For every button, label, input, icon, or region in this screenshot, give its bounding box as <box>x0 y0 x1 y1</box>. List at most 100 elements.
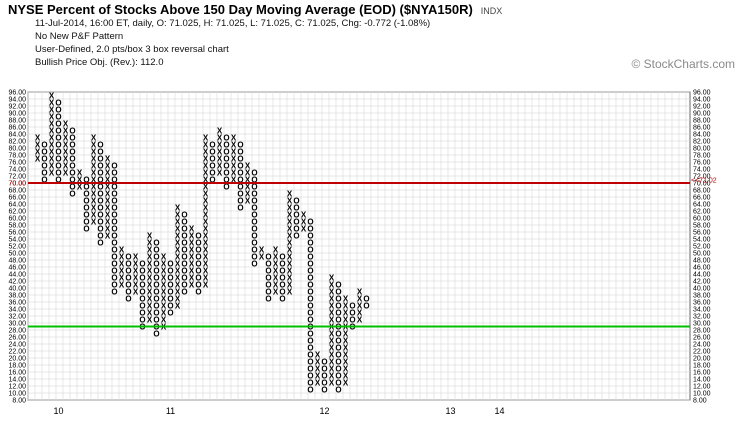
o-box: O <box>321 371 327 380</box>
o-box: O <box>139 266 145 275</box>
o-box: O <box>83 210 89 219</box>
chart-header: NYSE Percent of Stocks Above 150 Day Mov… <box>8 2 568 69</box>
y-tick-label-right: 62.00 <box>693 209 711 216</box>
o-box: O <box>223 140 229 149</box>
o-box: O <box>251 203 257 212</box>
y-tick-label-right: 74.00 <box>693 167 711 174</box>
x-box: X <box>287 259 293 268</box>
o-box: O <box>321 357 327 366</box>
y-tick-label-left: 46.00 <box>8 265 26 272</box>
o-box: O <box>153 259 159 268</box>
x-box: X <box>343 357 349 366</box>
o-box: O <box>307 294 313 303</box>
x-box: X <box>315 364 321 373</box>
x-box: X <box>49 105 55 114</box>
o-box: O <box>153 245 159 254</box>
y-tick-label-left: 52.00 <box>8 244 26 251</box>
x-box: X <box>287 203 293 212</box>
y-tick-label-right: 82.00 <box>693 139 711 146</box>
o-box: O <box>181 273 187 282</box>
x-box: X <box>49 98 55 107</box>
y-tick-label-left: 34.00 <box>8 307 26 314</box>
o-box: O <box>279 252 285 261</box>
y-tick-label-left: 14.00 <box>8 377 26 384</box>
x-box: X <box>63 119 69 128</box>
o-box: O <box>181 266 187 275</box>
x-box: X <box>245 182 251 191</box>
o-box: O <box>251 175 257 184</box>
o-box: O <box>111 182 117 191</box>
x-box: X <box>203 238 209 247</box>
x-box: X <box>329 364 335 373</box>
x-box: X <box>273 252 279 261</box>
o-box: O <box>307 301 313 310</box>
o-box: O <box>349 315 355 324</box>
o-box: O <box>251 196 257 205</box>
x-box: X <box>119 259 125 268</box>
y-tick-label-right: 34.00 <box>693 307 711 314</box>
o-box: O <box>237 140 243 149</box>
current-value-label: <<71.02 <box>691 178 717 185</box>
o-box: O <box>293 196 299 205</box>
x-box: X <box>105 182 111 191</box>
x-box: X <box>203 196 209 205</box>
o-box: O <box>251 168 257 177</box>
x-box: X <box>91 196 97 205</box>
y-tick-label-left: 86.00 <box>8 125 26 132</box>
x-box: X <box>147 238 153 247</box>
o-box: O <box>237 147 243 156</box>
y-tick-label-left: 26.00 <box>8 335 26 342</box>
y-tick-label-left: 70.00 <box>8 181 26 188</box>
x-box: X <box>91 203 97 212</box>
y-tick-label-left: 18.00 <box>8 363 26 370</box>
o-box: O <box>41 168 47 177</box>
y-tick-label-right: 46.00 <box>693 265 711 272</box>
o-box: O <box>195 252 201 261</box>
o-box: O <box>363 301 369 310</box>
x-box: X <box>147 231 153 240</box>
o-box: O <box>153 315 159 324</box>
o-box: O <box>55 140 61 149</box>
x-box: X <box>133 252 139 261</box>
x-box: X <box>203 217 209 226</box>
o-box: O <box>111 280 117 289</box>
y-tick-label-right: 38.00 <box>693 293 711 300</box>
x-box: X <box>175 301 181 310</box>
y-tick-label-right: 66.00 <box>693 195 711 202</box>
o-box: O <box>97 210 103 219</box>
x-box: X <box>91 147 97 156</box>
y-tick-label-right: 40.00 <box>693 286 711 293</box>
x-box: X <box>119 273 125 282</box>
o-box: O <box>111 238 117 247</box>
x-box: X <box>49 91 55 100</box>
y-tick-label-left: 90.00 <box>8 111 26 118</box>
o-box: O <box>69 182 75 191</box>
o-box: O <box>125 252 131 261</box>
y-tick-label-right: 96.00 <box>693 90 711 97</box>
x-box: X <box>343 336 349 345</box>
o-box: O <box>97 182 103 191</box>
x-tick-label: 12 <box>319 406 329 416</box>
o-box: O <box>223 154 229 163</box>
o-box: O <box>181 280 187 289</box>
o-box: O <box>41 147 47 156</box>
x-box: X <box>357 308 363 317</box>
o-box: O <box>223 133 229 142</box>
o-box: O <box>69 133 75 142</box>
x-box: X <box>147 315 153 324</box>
x-box: X <box>203 280 209 289</box>
o-box: O <box>69 161 75 170</box>
o-box: O <box>209 147 215 156</box>
o-box: O <box>335 329 341 338</box>
x-box: X <box>203 273 209 282</box>
o-box: O <box>125 287 131 296</box>
o-box: O <box>335 336 341 345</box>
x-box: X <box>315 357 321 366</box>
y-tick-label-left: 56.00 <box>8 230 26 237</box>
o-box: O <box>125 273 131 282</box>
y-tick-label-right: 54.00 <box>693 237 711 244</box>
o-box: O <box>111 252 117 261</box>
x-box: X <box>301 210 307 219</box>
o-box: O <box>293 231 299 240</box>
